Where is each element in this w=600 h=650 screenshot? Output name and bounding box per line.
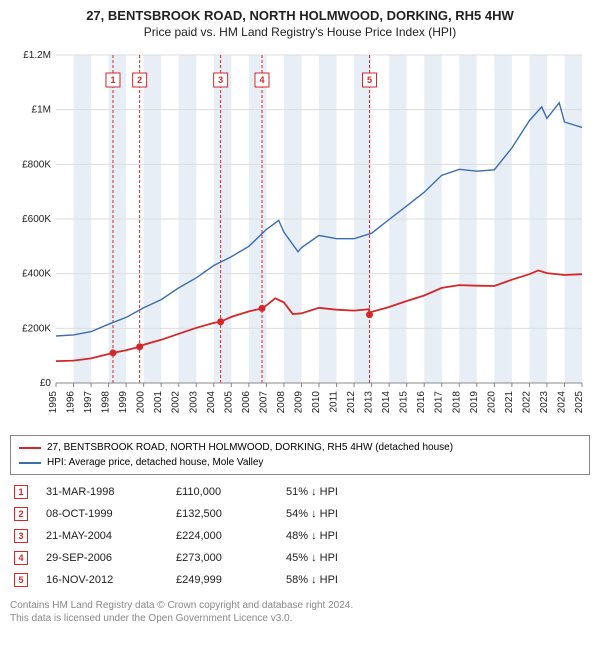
svg-text:2024: 2024 (556, 391, 567, 414)
svg-text:£1.2M: £1.2M (23, 50, 51, 61)
footer-line-1: Contains HM Land Registry data © Crown c… (10, 599, 590, 612)
svg-text:2022: 2022 (521, 391, 532, 414)
legend-swatch (19, 462, 41, 464)
sale-hpi-delta: 48% ↓ HPI (286, 530, 396, 542)
svg-text:2001: 2001 (153, 391, 164, 414)
legend-item: HPI: Average price, detached house, Mole… (19, 455, 581, 470)
legend: 27, BENTSBROOK ROAD, NORTH HOLMWOOD, DOR… (10, 435, 590, 475)
svg-text:1996: 1996 (66, 391, 77, 414)
sale-row: 1 31-MAR-1998£110,00051% ↓ HPI (10, 481, 590, 503)
svg-text:2011: 2011 (329, 391, 340, 413)
svg-text:£400K: £400K (22, 269, 51, 280)
svg-text:£0: £0 (40, 378, 52, 389)
svg-text:2025: 2025 (574, 391, 585, 414)
svg-text:2013: 2013 (364, 391, 375, 414)
svg-text:2019: 2019 (469, 391, 480, 414)
sale-row: 5 16-NOV-2012£249,99958% ↓ HPI (10, 569, 590, 591)
svg-text:2010: 2010 (311, 391, 322, 414)
sale-price: £273,000 (176, 552, 286, 564)
sale-marker-badge: 2 (14, 507, 28, 521)
svg-text:2007: 2007 (258, 391, 269, 414)
sales-table: 1 31-MAR-1998£110,00051% ↓ HPI 2 08-OCT-199… (10, 481, 590, 591)
legend-swatch (19, 447, 41, 449)
svg-text:2021: 2021 (504, 391, 515, 414)
sale-hpi-delta: 45% ↓ HPI (286, 552, 396, 564)
svg-text:2: 2 (137, 75, 142, 85)
chart-title: 27, BENTSBROOK ROAD, NORTH HOLMWOOD, DOR… (10, 8, 590, 39)
svg-text:2017: 2017 (434, 391, 445, 414)
sale-row: 3 21-MAY-2004£224,00048% ↓ HPI (10, 525, 590, 547)
sale-price: £249,999 (176, 574, 286, 586)
svg-text:4: 4 (260, 75, 265, 85)
sale-price: £110,000 (176, 486, 286, 498)
sale-price: £132,500 (176, 508, 286, 520)
svg-text:2004: 2004 (206, 391, 217, 414)
svg-text:2015: 2015 (399, 391, 410, 414)
legend-label: 27, BENTSBROOK ROAD, NORTH HOLMWOOD, DOR… (47, 440, 453, 455)
svg-text:2006: 2006 (241, 391, 252, 414)
svg-text:£800K: £800K (22, 159, 51, 170)
svg-text:2016: 2016 (416, 391, 427, 414)
svg-text:1997: 1997 (83, 391, 94, 414)
sale-marker-badge: 5 (14, 573, 28, 587)
svg-text:2002: 2002 (171, 391, 182, 414)
sale-date: 29-SEP-2006 (46, 552, 176, 564)
sale-price: £224,000 (176, 530, 286, 542)
sale-date: 16-NOV-2012 (46, 574, 176, 586)
sale-hpi-delta: 51% ↓ HPI (286, 486, 396, 498)
svg-text:2023: 2023 (539, 391, 550, 414)
sale-row: 2 08-OCT-1999£132,50054% ↓ HPI (10, 503, 590, 525)
svg-text:2012: 2012 (346, 391, 357, 414)
legend-label: HPI: Average price, detached house, Mole… (47, 455, 263, 470)
footer-attribution: Contains HM Land Registry data © Crown c… (10, 599, 590, 625)
svg-text:2000: 2000 (136, 391, 147, 414)
svg-text:£600K: £600K (22, 214, 51, 225)
sale-row: 4 29-SEP-2006£273,00045% ↓ HPI (10, 547, 590, 569)
svg-text:2003: 2003 (188, 391, 199, 414)
sale-date: 21-MAY-2004 (46, 530, 176, 542)
sale-hpi-delta: 54% ↓ HPI (286, 508, 396, 520)
sale-date: 31-MAR-1998 (46, 486, 176, 498)
sale-hpi-delta: 58% ↓ HPI (286, 574, 396, 586)
svg-text:1998: 1998 (101, 391, 112, 414)
svg-text:5: 5 (367, 75, 372, 85)
sale-marker-badge: 4 (14, 551, 28, 565)
svg-text:2014: 2014 (381, 391, 392, 414)
legend-item: 27, BENTSBROOK ROAD, NORTH HOLMWOOD, DOR… (19, 440, 581, 455)
title-line-1: 27, BENTSBROOK ROAD, NORTH HOLMWOOD, DOR… (10, 8, 590, 23)
sale-marker-badge: 3 (14, 529, 28, 543)
svg-text:2020: 2020 (486, 391, 497, 414)
svg-text:1995: 1995 (48, 391, 59, 414)
sale-marker-badge: 1 (14, 485, 28, 499)
svg-text:2005: 2005 (223, 391, 234, 414)
title-line-2: Price paid vs. HM Land Registry's House … (10, 25, 590, 39)
svg-text:1999: 1999 (118, 391, 129, 414)
svg-text:2018: 2018 (451, 391, 462, 414)
svg-text:2008: 2008 (276, 391, 287, 414)
price-chart: £0 £200K £400K £600K £800K £1M £1.2M 1 2 3 4 5 1995 1… (10, 47, 590, 427)
footer-line-2: This data is licensed under the Open Gov… (10, 612, 590, 625)
sale-date: 08-OCT-1999 (46, 508, 176, 520)
svg-text:£1M: £1M (32, 105, 51, 116)
svg-text:3: 3 (218, 75, 223, 85)
svg-text:2009: 2009 (293, 391, 304, 414)
svg-text:£200K: £200K (22, 323, 51, 334)
svg-text:1: 1 (110, 75, 115, 85)
